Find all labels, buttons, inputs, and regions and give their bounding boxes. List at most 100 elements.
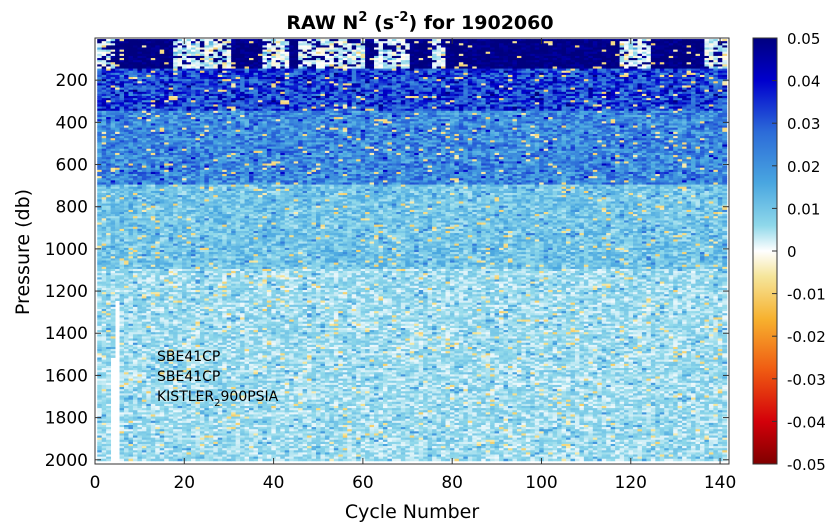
heatmap-cell (119, 285, 125, 289)
heatmap-cell (132, 110, 138, 114)
heatmap-cell (132, 106, 138, 110)
heatmap-cell (115, 180, 120, 183)
heatmap-cell (101, 416, 107, 420)
heatmap-cell (110, 222, 116, 226)
heatmap-cell (101, 55, 107, 59)
heatmap-cell (128, 431, 134, 434)
heatmap-cell (110, 209, 116, 213)
heatmap-cell (124, 125, 129, 129)
heatmap-cell (132, 87, 138, 91)
heatmap-cell (124, 300, 129, 304)
heatmap-cell (115, 218, 120, 221)
heatmap-cell (106, 431, 112, 434)
heatmap-cell (132, 327, 138, 331)
heatmap-cell (128, 372, 134, 375)
heatmap-cell (128, 51, 134, 55)
heatmap-cell (128, 441, 134, 445)
heatmap-cell (110, 214, 116, 217)
heatmap-cell (101, 336, 107, 339)
heatmap-cell (97, 429, 103, 432)
heatmap-cell (106, 256, 112, 259)
heatmap-cell (124, 51, 129, 55)
heatmap-cell (124, 454, 129, 458)
heatmap-cell (119, 365, 125, 369)
heatmap-cell (106, 133, 112, 137)
heatmap-cell (124, 355, 129, 358)
heatmap-cell (110, 193, 116, 196)
heatmap-cell (128, 121, 134, 124)
heatmap-cell (115, 79, 120, 82)
heatmap-cell (132, 351, 138, 354)
heatmap-cell (132, 102, 138, 105)
heatmap-cell (97, 435, 103, 439)
heatmap-cell (128, 435, 134, 439)
heatmap-cell (115, 157, 120, 160)
heatmap-cell (128, 249, 134, 253)
heatmap-cell (128, 60, 134, 63)
heatmap-cell (110, 150, 116, 154)
heatmap-cell (97, 406, 103, 409)
plot-area: 0 20 40 60 80 100 120 140 200400600800100012001… (45, 37, 736, 493)
heatmap-cell (101, 49, 107, 53)
heatmap-cell (115, 100, 120, 103)
heatmap-cell (124, 45, 129, 48)
heatmap-cell (101, 184, 107, 188)
heatmap-cell (101, 228, 107, 232)
heatmap-cell (128, 102, 134, 105)
heatmap-cell (110, 207, 116, 211)
heatmap-cell (124, 62, 129, 65)
heatmap-cell (110, 281, 116, 285)
heatmap-cell (124, 129, 129, 133)
heatmap-cell (124, 441, 129, 445)
heatmap-cell (124, 85, 129, 88)
heatmap-cell (115, 216, 120, 219)
heatmap-cell (106, 43, 112, 46)
heatmap-cell (119, 389, 125, 392)
heatmap-cell (106, 344, 112, 348)
heatmap-cell (132, 171, 138, 175)
heatmap-cell (101, 171, 107, 175)
heatmap-cell (119, 178, 125, 181)
heatmap-cell (124, 66, 129, 69)
heatmap-cell (97, 391, 103, 394)
heatmap-cell (132, 239, 138, 242)
heatmap-cell (115, 258, 120, 261)
heatmap-cell (128, 439, 134, 443)
heatmap-cell (119, 239, 125, 242)
heatmap-cell (132, 51, 138, 55)
heatmap-cell (119, 199, 125, 202)
heatmap-cell (128, 66, 134, 69)
heatmap-cell (115, 228, 120, 232)
heatmap-cell (119, 395, 125, 398)
heatmap-cell (124, 77, 129, 80)
heatmap-cell (124, 197, 129, 200)
heatmap-cell (110, 330, 116, 333)
heatmap-cell (119, 323, 125, 327)
heatmap-cell (101, 393, 107, 396)
heatmap-cell (132, 355, 138, 358)
heatmap-cell (124, 254, 129, 257)
heatmap-cell (124, 315, 129, 318)
heatmap-cell (97, 376, 103, 379)
heatmap-cell (106, 127, 112, 131)
heatmap-cell (119, 142, 125, 145)
heatmap-cell (119, 121, 125, 124)
heatmap-cell (119, 292, 125, 295)
heatmap-cell (106, 199, 112, 202)
heatmap-cell (124, 199, 129, 202)
heatmap-cell (106, 211, 112, 215)
heatmap-cell (106, 201, 112, 204)
heatmap-cell (106, 376, 112, 379)
heatmap-cell (110, 85, 116, 88)
heatmap-cell (101, 281, 107, 285)
heatmap-cell (128, 127, 134, 131)
heatmap-cell (97, 171, 103, 175)
heatmap-cell (106, 245, 112, 249)
heatmap-cell (97, 446, 103, 449)
heatmap-cell (132, 264, 138, 268)
heatmap-cell (124, 340, 129, 344)
heatmap-cell (124, 260, 129, 263)
heatmap-cell (119, 454, 125, 458)
heatmap-cell (106, 165, 112, 169)
heatmap-cell (128, 311, 134, 314)
